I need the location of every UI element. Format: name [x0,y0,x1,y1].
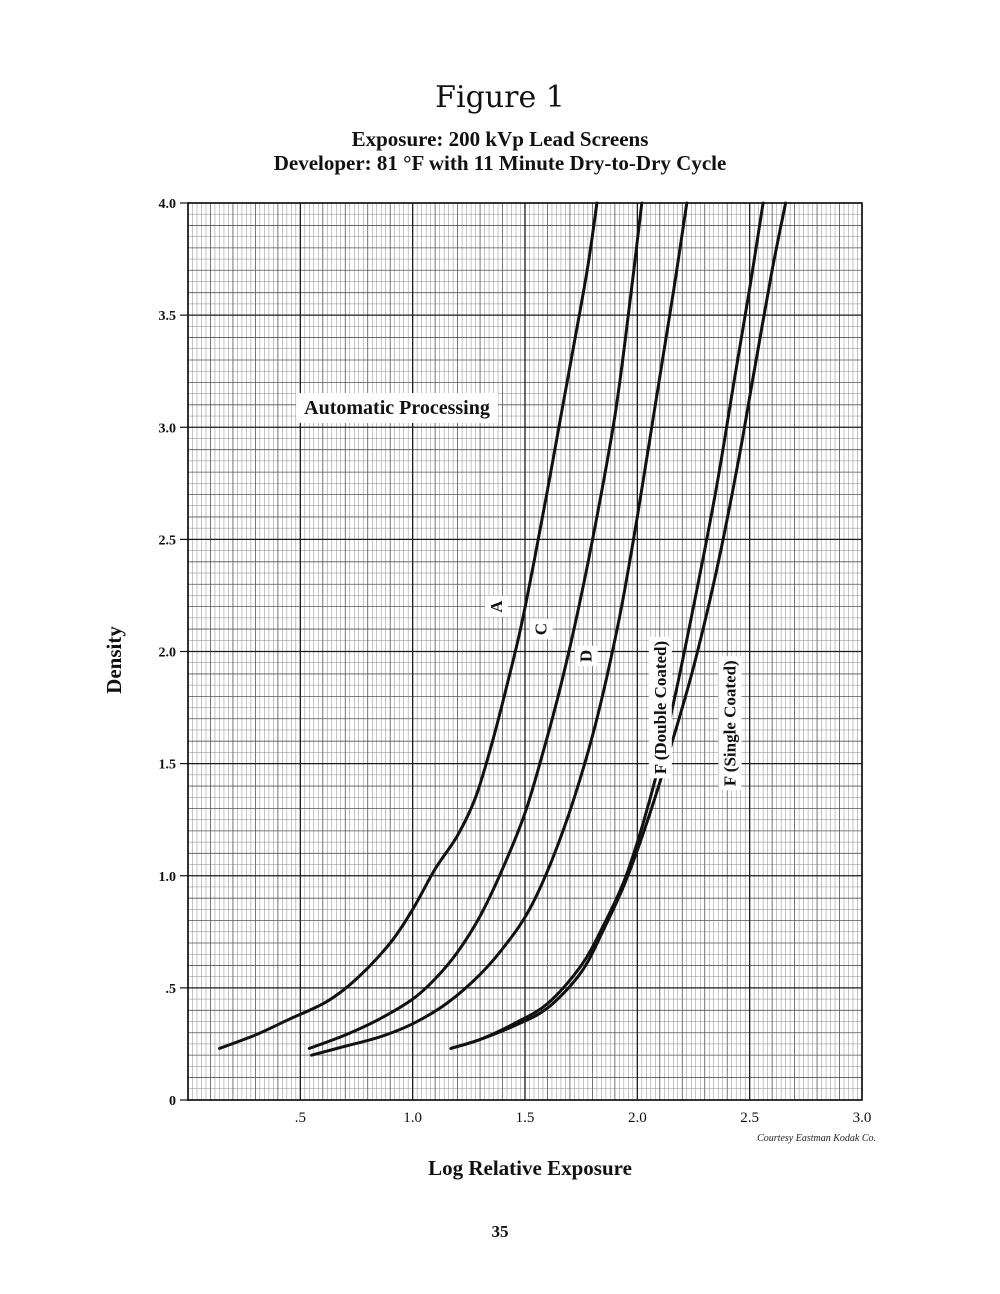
curve-label-background [648,636,672,779]
y-tick-label: 3.5 [159,309,177,324]
curve-line-a [218,201,599,1050]
curve-label: F (Single Coated) [720,660,739,786]
curve-label: C [532,623,551,635]
curve-label-background [529,618,553,640]
x-tick-label: 1.5 [516,1110,535,1126]
figure-title: Figure 1 [435,80,565,115]
y-axis-title: Density [102,626,126,694]
x-tick-label: .5 [295,1110,306,1126]
curve-label: F (Double Coated) [651,641,670,774]
curve-label-background [574,645,598,667]
y-tick-labels: 0 .5 1.0 1.5 2.0 2.5 3.0 3.5 4.0 [159,197,188,1109]
page-number: 35 [491,1222,509,1241]
x-axis-title: Log Relative Exposure [428,1156,632,1180]
curve-label-group: C [529,618,553,640]
figure-subtitle-developer: Developer: 81 °F with 11 Minute Dry-to-D… [273,151,727,175]
curve-line-d [310,201,689,1057]
y-tick-label: 1.5 [159,758,177,773]
curve-line-c [307,201,644,1050]
y-tick-label: 1.0 [159,870,177,885]
x-tick-labels: .5 1.0 1.5 2.0 2.5 3.0 [295,1110,872,1126]
figure-subtitle-exposure: Exposure: 200 kVp Lead Screens [351,127,649,151]
curve-label: D [577,650,596,662]
curve-label-background [718,656,742,791]
y-tick-label: 2.5 [159,533,177,548]
x-tick-label: 1.0 [403,1110,422,1126]
annotation-text: Automatic Processing [304,397,490,419]
curve-label-group: D [574,645,598,667]
credit-line: Courtesy Eastman Kodak Co. [757,1133,876,1144]
annotation-group: Automatic Processing [296,393,498,423]
y-tick-label: .5 [166,982,177,997]
curve-labels: A C D F (Double Coated) F (Single Coated) [484,595,742,791]
y-tick-label: 2.0 [159,646,177,661]
curve-label-group: A [484,595,508,617]
x-tick-label: 2.5 [740,1110,759,1126]
characteristic-curves [218,201,788,1057]
y-tick-label: 0 [169,1094,176,1109]
x-tick-label: 2.0 [628,1110,647,1126]
curve-label-group: F (Single Coated) [718,656,742,791]
curve-label-background [484,595,508,617]
curve-line-f-double-coated [449,201,765,1050]
x-tick-label: 3.0 [853,1110,872,1126]
curve-label-group: F (Double Coated) [648,636,672,779]
y-tick-label: 3.0 [159,421,177,436]
annotation-box [296,393,498,423]
y-tick-label: 4.0 [159,197,177,212]
curve-label: A [487,600,506,613]
